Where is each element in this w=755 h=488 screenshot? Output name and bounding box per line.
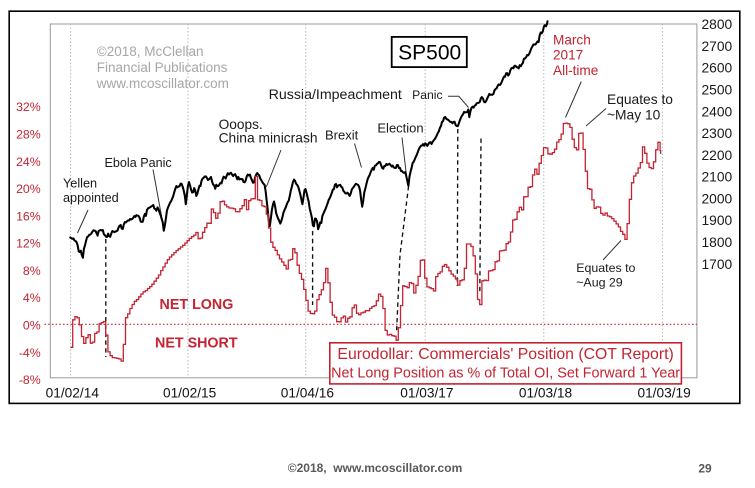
svg-text:-4%: -4%: [19, 346, 41, 360]
svg-text:Panic: Panic: [412, 88, 443, 102]
svg-text:2500: 2500: [702, 83, 733, 98]
svg-text:8%: 8%: [23, 264, 41, 278]
svg-text:www.mcoscillator.com: www.mcoscillator.com: [96, 76, 229, 91]
svg-text:SP500: SP500: [398, 41, 461, 64]
svg-text:NET LONG: NET LONG: [160, 297, 234, 313]
svg-text:~May 10: ~May 10: [607, 107, 661, 122]
svg-text:China minicrash: China minicrash: [219, 131, 318, 146]
svg-text:Brexit: Brexit: [325, 128, 359, 143]
svg-text:01/03/18: 01/03/18: [519, 386, 573, 401]
svg-text:28%: 28%: [16, 128, 41, 142]
svg-text:March: March: [553, 32, 591, 47]
svg-text:16%: 16%: [16, 209, 41, 223]
svg-text:01/03/19: 01/03/19: [637, 386, 690, 401]
svg-text:01/04/16: 01/04/16: [281, 386, 335, 401]
svg-text:Election: Election: [377, 121, 423, 136]
svg-text:1800: 1800: [702, 235, 733, 250]
svg-text:2600: 2600: [702, 61, 733, 76]
svg-text:Equates to: Equates to: [576, 261, 635, 275]
svg-text:Ooops.: Ooops.: [219, 117, 263, 132]
svg-text:32%: 32%: [16, 100, 41, 114]
svg-text:12%: 12%: [16, 237, 41, 251]
svg-text:-8%: -8%: [19, 373, 41, 387]
svg-text:©2018, McClellan: ©2018, McClellan: [97, 44, 204, 59]
svg-text:20%: 20%: [16, 182, 41, 196]
svg-text:4%: 4%: [23, 291, 41, 305]
svg-text:Net Long Position as % of Tota: Net Long Position as % of Total OI, Set …: [331, 366, 680, 382]
svg-text:2000: 2000: [702, 191, 733, 206]
svg-text:1700: 1700: [702, 257, 733, 272]
svg-text:01/02/15: 01/02/15: [163, 386, 217, 401]
svg-text:Equates to: Equates to: [607, 92, 673, 107]
svg-text:Yellen: Yellen: [63, 177, 97, 191]
svg-text:~Aug 29: ~Aug 29: [576, 276, 623, 290]
svg-text:appointed: appointed: [63, 191, 119, 205]
svg-text:©2018, www.mcoscillator.com: ©2018, www.mcoscillator.com: [288, 461, 462, 475]
svg-text:Financial Publications: Financial Publications: [97, 60, 228, 75]
svg-text:2800: 2800: [702, 17, 733, 32]
svg-text:0%: 0%: [23, 319, 41, 333]
svg-text:Russia/Impeachment: Russia/Impeachment: [269, 87, 402, 103]
svg-text:Ebola Panic: Ebola Panic: [105, 156, 172, 170]
svg-text:29: 29: [698, 462, 712, 476]
svg-text:01/03/17: 01/03/17: [400, 386, 453, 401]
svg-text:2400: 2400: [702, 104, 733, 119]
svg-text:2700: 2700: [702, 39, 733, 54]
svg-text:NET SHORT: NET SHORT: [155, 335, 238, 351]
svg-text:Eurodollar: Commercials' Posit: Eurodollar: Commercials' Position (COT R…: [337, 346, 673, 363]
svg-text:1900: 1900: [702, 213, 733, 228]
svg-text:24%: 24%: [16, 155, 41, 169]
svg-text:2100: 2100: [702, 170, 733, 185]
svg-text:2300: 2300: [702, 126, 733, 141]
svg-text:2200: 2200: [702, 148, 733, 163]
svg-text:All-time: All-time: [553, 63, 598, 78]
svg-text:01/02/14: 01/02/14: [46, 386, 100, 401]
svg-text:2017: 2017: [553, 48, 583, 63]
